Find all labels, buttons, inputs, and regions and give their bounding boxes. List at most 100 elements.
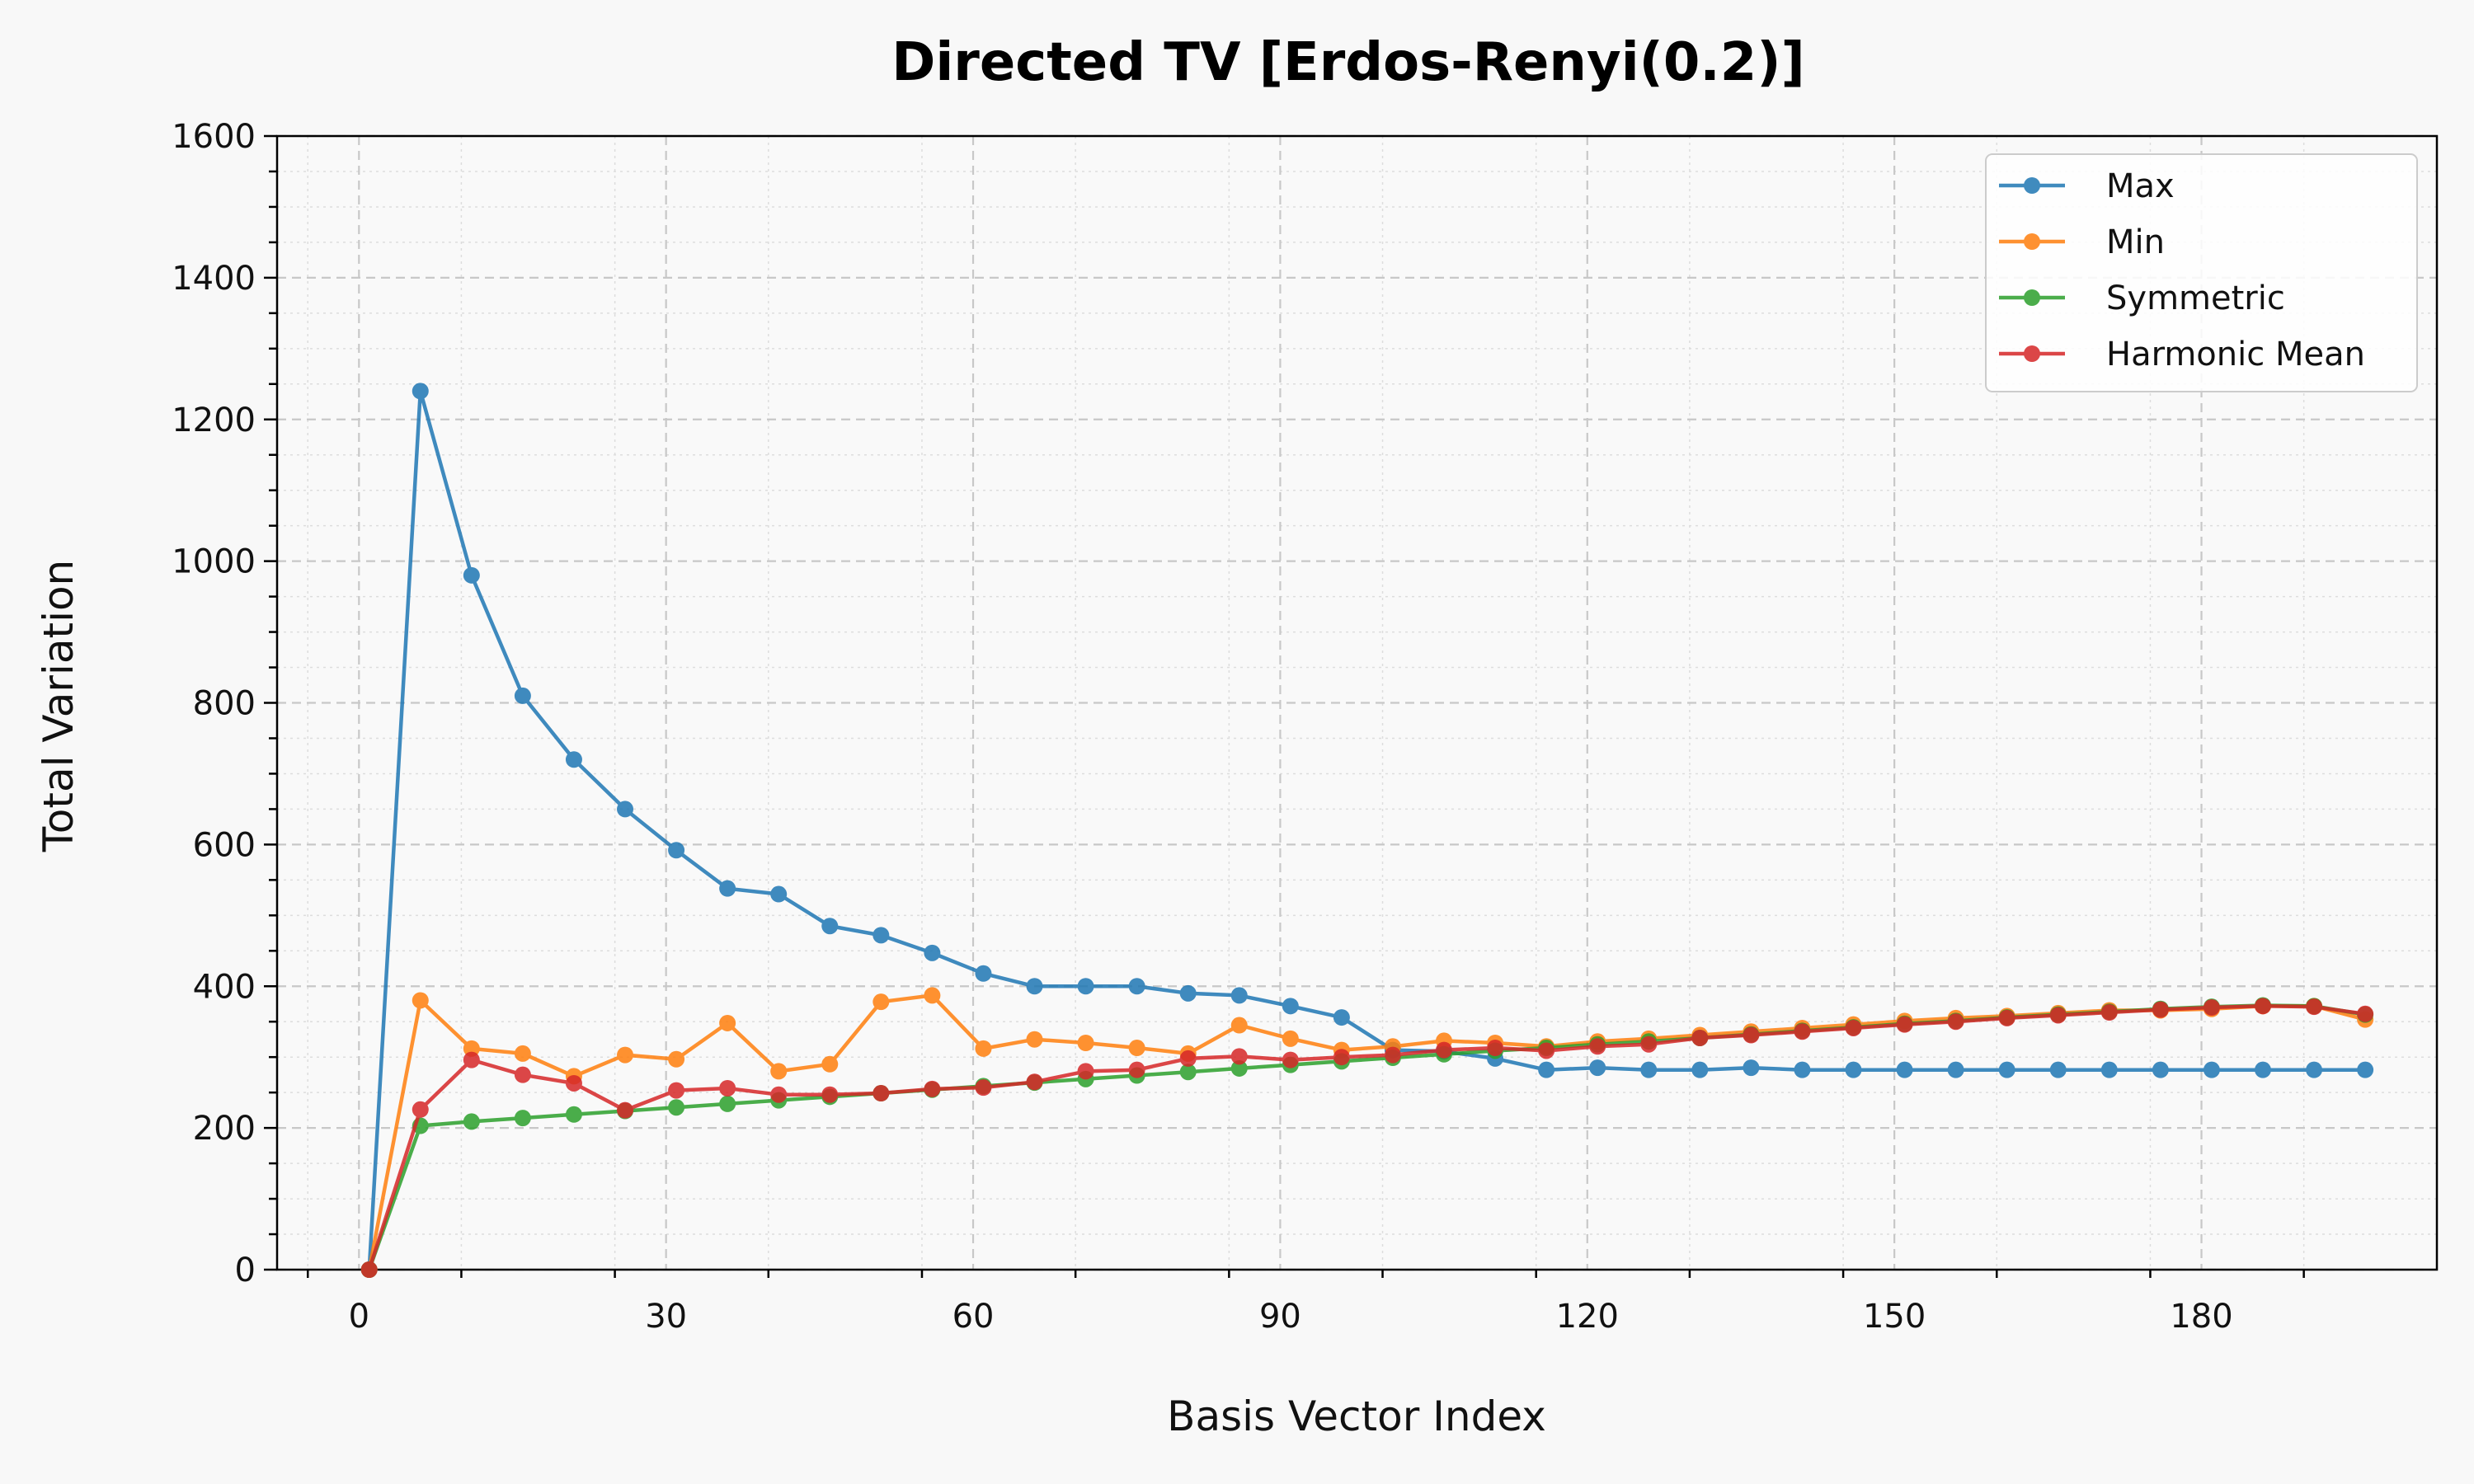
x-tick-label: 180 <box>2170 1298 2232 1336</box>
data-point-max <box>2203 1061 2220 1078</box>
legend-swatch-marker <box>2024 177 2040 194</box>
data-point-max <box>770 885 788 903</box>
data-point-harmonic-mean <box>1845 1019 1862 1036</box>
data-point-harmonic-mean <box>1691 1029 1709 1046</box>
data-point-harmonic-mean <box>975 1079 992 1097</box>
x-tick-label: 150 <box>1863 1298 1926 1336</box>
data-point-max <box>565 751 582 768</box>
data-point-harmonic-mean <box>360 1261 378 1278</box>
data-point-min <box>1077 1035 1094 1051</box>
y-tick-label: 1200 <box>172 402 256 439</box>
legend: Max Min Symmetric Harmonic Mean <box>1985 153 2418 392</box>
series-group <box>360 383 2374 1278</box>
data-point-max <box>1179 984 1197 1002</box>
data-point-min <box>924 987 941 1004</box>
legend-item-min <box>1999 233 2065 250</box>
legend-swatch-marker <box>2024 345 2040 362</box>
data-point-harmonic-mean <box>412 1101 429 1118</box>
data-point-harmonic-mean <box>1794 1023 1811 1040</box>
legend-box <box>1985 153 2418 392</box>
data-point-max <box>1333 1009 1350 1026</box>
data-point-harmonic-mean <box>1743 1026 1760 1044</box>
data-point-harmonic-mean <box>1077 1063 1094 1080</box>
data-point-harmonic-mean <box>1538 1042 1555 1059</box>
y-axis-ticks: 0 200 400 600 800 1000 1200 1400 1600 <box>172 118 277 1289</box>
data-point-max <box>1845 1061 1862 1078</box>
data-point-min <box>1026 1031 1043 1048</box>
chart-title: Directed TV [Erdos-Renyi(0.2)] <box>891 32 1805 93</box>
data-point-harmonic-mean <box>463 1051 480 1068</box>
data-point-max <box>463 566 480 584</box>
data-point-max <box>2306 1061 2323 1078</box>
data-point-min <box>463 1040 480 1057</box>
y-tick-label: 400 <box>193 968 256 1006</box>
data-point-max <box>975 965 992 982</box>
legend-item-symmetric <box>1999 289 2065 306</box>
y-tick-label: 1400 <box>172 260 256 298</box>
data-point-max <box>2357 1061 2374 1078</box>
data-point-harmonic-mean <box>1947 1013 1964 1031</box>
data-point-min <box>668 1050 685 1068</box>
data-point-harmonic-mean <box>872 1085 890 1102</box>
data-point-max <box>1998 1061 2015 1078</box>
data-point-harmonic-mean <box>617 1101 634 1119</box>
series-line-max <box>367 389 2366 1270</box>
data-point-harmonic-mean <box>1128 1061 1145 1078</box>
legend-label-max: Max <box>2106 167 2175 205</box>
data-point-harmonic-mean <box>2254 998 2271 1015</box>
data-point-max <box>1077 978 1094 995</box>
data-point-harmonic-mean <box>1230 1048 1248 1065</box>
y-tick-label: 200 <box>193 1110 256 1148</box>
data-point-max <box>1743 1059 1760 1077</box>
x-axis-label: Basis Vector Index <box>1167 1392 1546 1440</box>
legend-label-harmonic-mean: Harmonic Mean <box>2106 336 2365 373</box>
data-point-max <box>2049 1061 2067 1078</box>
data-point-harmonic-mean <box>2049 1007 2067 1024</box>
data-point-min <box>617 1046 634 1064</box>
x-tick-label: 90 <box>1259 1298 1301 1336</box>
series-line-harmonic-mean <box>367 1004 2366 1270</box>
data-point-max <box>872 927 890 944</box>
data-point-harmonic-mean <box>1384 1046 1401 1064</box>
data-point-symmetric <box>463 1113 480 1130</box>
data-point-max <box>1282 998 1299 1015</box>
data-point-harmonic-mean <box>1026 1073 1043 1091</box>
data-point-symmetric <box>514 1110 531 1127</box>
data-point-max <box>1230 987 1248 1004</box>
legend-swatch-marker <box>2024 289 2040 306</box>
data-point-max <box>412 383 429 400</box>
data-point-max <box>1128 978 1145 995</box>
data-point-harmonic-mean <box>565 1074 582 1092</box>
data-point-max <box>1026 978 1043 995</box>
data-point-harmonic-mean <box>1179 1050 1197 1067</box>
y-tick-label: 600 <box>193 826 256 864</box>
data-point-max <box>514 687 531 704</box>
data-point-max <box>719 880 736 897</box>
data-point-harmonic-mean <box>2100 1004 2118 1021</box>
data-point-symmetric <box>565 1106 582 1123</box>
data-point-max <box>2152 1061 2169 1078</box>
data-point-max <box>1640 1061 1658 1078</box>
data-point-min <box>770 1063 788 1080</box>
data-point-symmetric <box>719 1095 736 1112</box>
data-point-max <box>1794 1061 1811 1078</box>
data-point-harmonic-mean <box>924 1080 941 1097</box>
data-point-min <box>821 1055 839 1073</box>
data-point-harmonic-mean <box>2203 999 2220 1017</box>
data-point-symmetric <box>1179 1064 1197 1081</box>
data-point-max <box>1896 1061 1913 1078</box>
data-point-harmonic-mean <box>668 1082 685 1099</box>
y-tick-label: 1000 <box>172 543 256 581</box>
data-point-min <box>514 1045 531 1062</box>
data-point-harmonic-mean <box>2357 1005 2374 1022</box>
data-point-harmonic-mean <box>770 1086 788 1103</box>
data-point-symmetric <box>668 1099 685 1116</box>
legend-label-symmetric: Symmetric <box>2106 279 2285 317</box>
x-tick-label: 60 <box>952 1298 995 1336</box>
data-point-harmonic-mean <box>1282 1051 1299 1068</box>
x-tick-label: 120 <box>1556 1298 1619 1336</box>
data-point-min <box>719 1014 736 1031</box>
data-point-max <box>924 944 941 961</box>
data-point-harmonic-mean <box>1333 1049 1350 1066</box>
